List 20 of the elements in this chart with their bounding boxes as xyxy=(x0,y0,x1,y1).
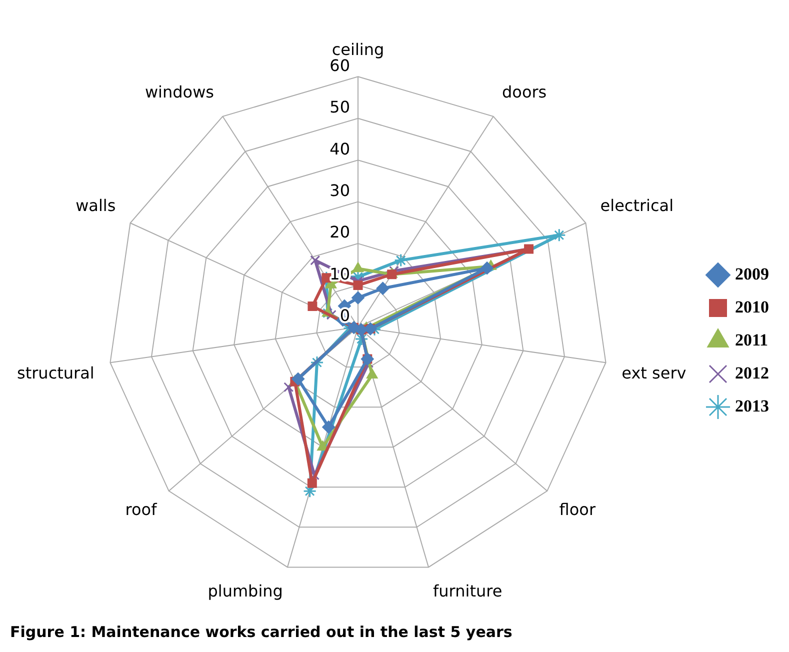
y-tick-label: 30 xyxy=(330,180,350,200)
y-tick-label: 20 xyxy=(330,222,350,242)
spoke-label: ext serv xyxy=(622,364,686,383)
legend-label: 2010 xyxy=(735,297,769,316)
spoke-label: furniture xyxy=(433,581,502,600)
y-tick-label: 50 xyxy=(330,98,350,117)
spoke-label: doors xyxy=(502,82,547,102)
spoke-label: windows xyxy=(144,82,214,102)
spoke-label: roof xyxy=(125,500,158,520)
spoke-label: electrical xyxy=(600,196,674,215)
legend-label: 2009 xyxy=(735,264,769,284)
y-tick-label: 40 xyxy=(330,139,350,158)
spoke-label: plumbing xyxy=(208,581,283,600)
legend-label: 2011 xyxy=(735,330,768,350)
legend-label: 2013 xyxy=(735,396,769,416)
spoke-label: floor xyxy=(559,500,596,520)
text: Figure 1: Maintenance works carried out in the last 5 years xyxy=(10,622,512,641)
legend-label: 2012 xyxy=(735,363,769,382)
spoke-label: walls xyxy=(76,196,116,215)
spoke-label: structural xyxy=(16,364,94,383)
